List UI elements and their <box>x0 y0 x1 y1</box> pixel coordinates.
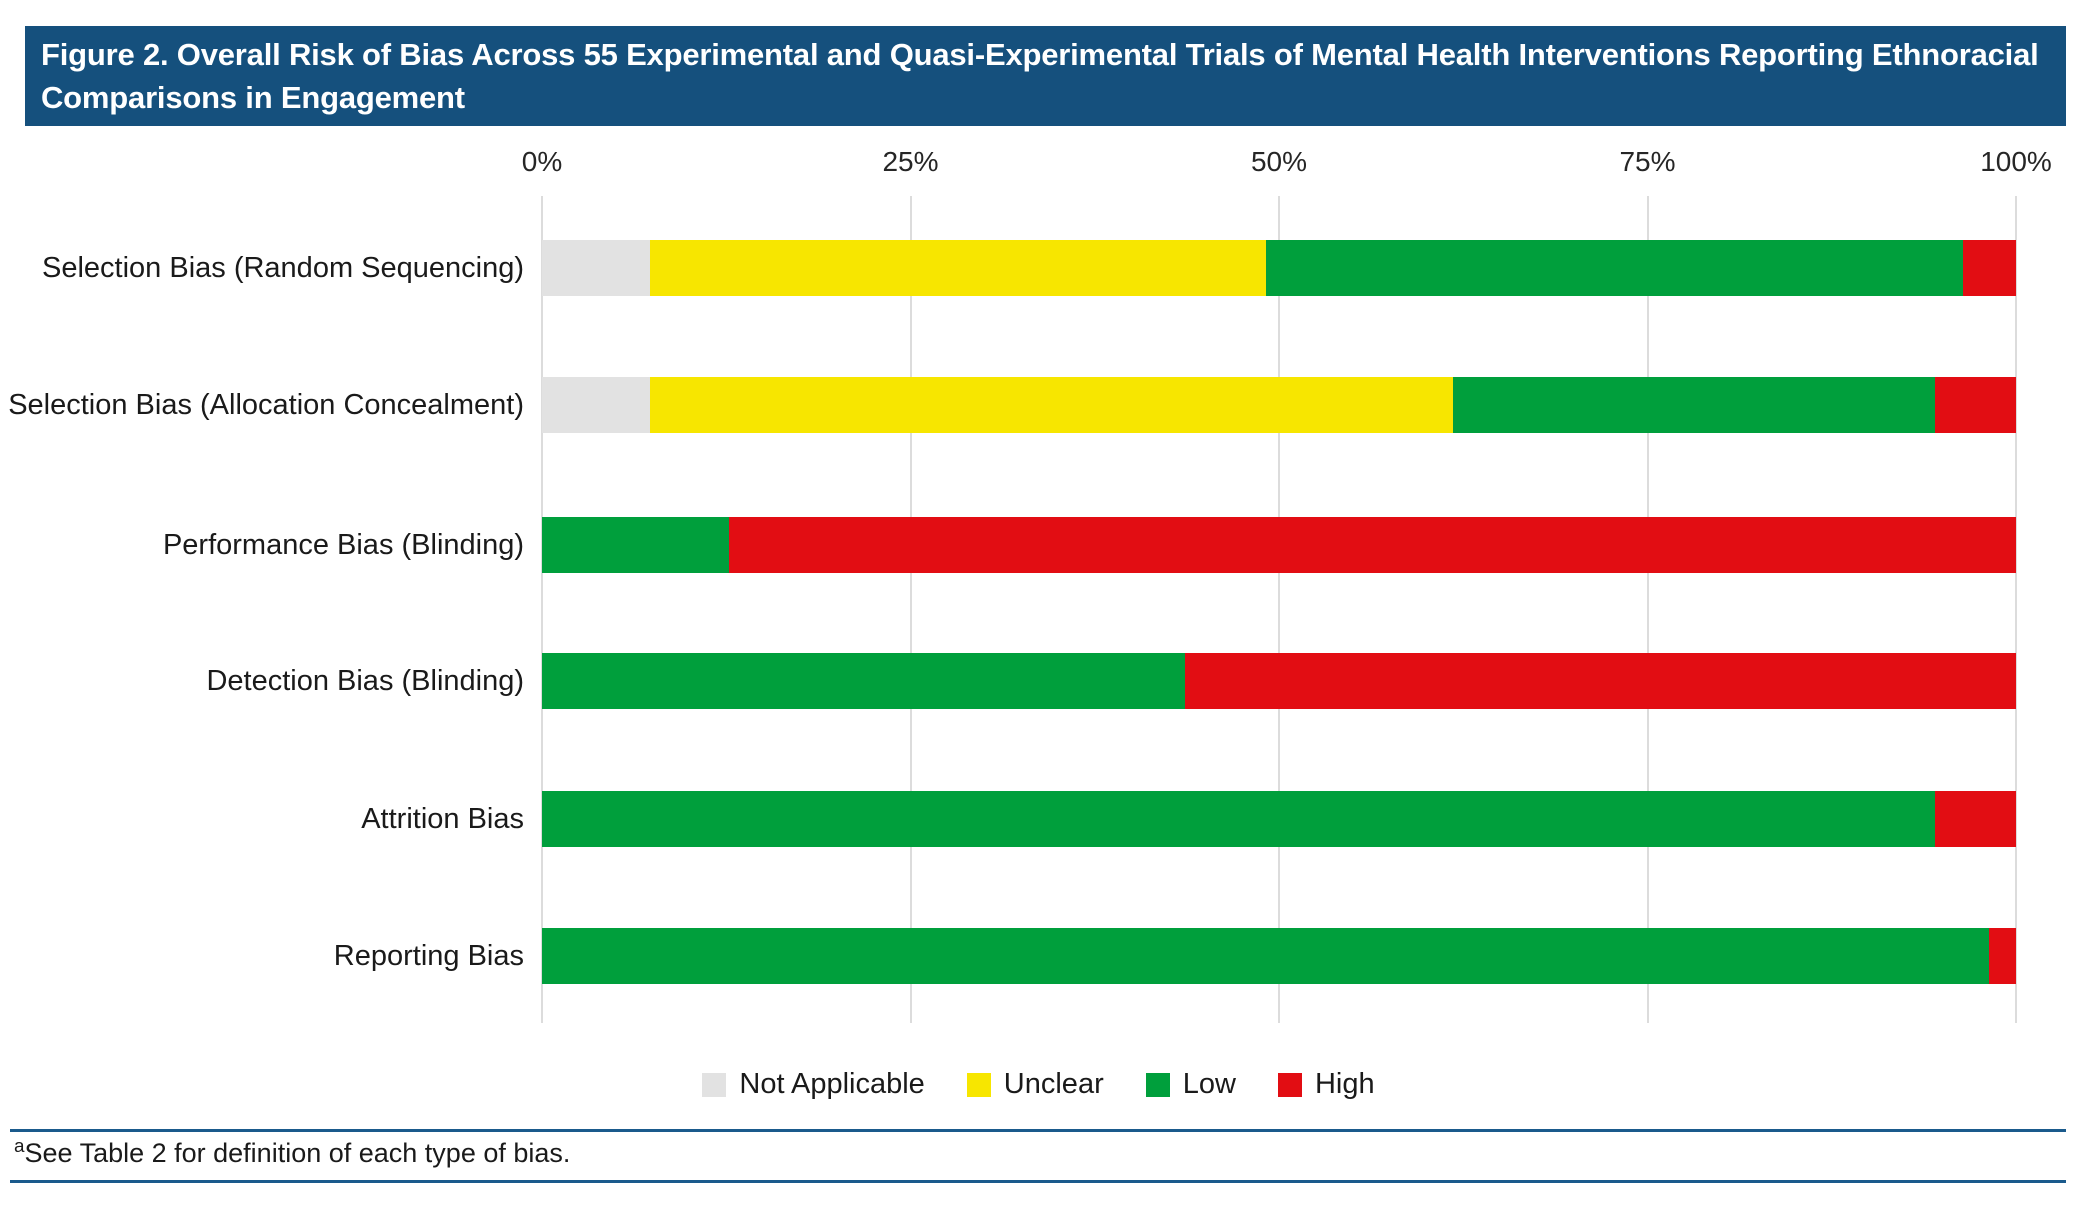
footnote-rule-bottom <box>10 1180 2066 1183</box>
bar-segment-low <box>1452 377 1935 433</box>
bar-row <box>542 377 2016 433</box>
x-tick-label: 0% <box>521 146 563 177</box>
footnote-rule-top <box>10 1129 2066 1132</box>
bar-segment-high <box>1184 653 2016 709</box>
bar-segment-low <box>542 928 1990 984</box>
x-tick-label: 50% <box>1250 146 1308 177</box>
bar-segment-high <box>1989 928 2016 984</box>
legend-swatch-not_applicable <box>702 1072 727 1097</box>
bar-segment-high <box>729 517 2016 573</box>
legend-swatch-low <box>1145 1072 1170 1097</box>
footnote-text: See Table 2 for definition of each type … <box>24 1138 571 1168</box>
legend-label: Not Applicable <box>739 1068 925 1100</box>
x-tick-label: 100% <box>1980 146 2052 177</box>
gridline-0% <box>541 196 543 1023</box>
category-label: Detection Bias (Blinding) <box>206 665 524 697</box>
x-tick-label: 25% <box>882 146 939 177</box>
bar-row <box>542 653 2016 709</box>
gridline-50% <box>1278 196 1280 1023</box>
bar-segment-unclear <box>649 240 1266 296</box>
category-label: Selection Bias (Allocation Concealment) <box>8 389 524 421</box>
gridline-75% <box>1646 196 1649 1023</box>
chart-legend: Not Applicable Unclear Low High <box>0 1068 2077 1101</box>
footnote-superscript: a <box>14 1136 25 1157</box>
legend-label: Unclear <box>1003 1068 1104 1100</box>
legend-item: High <box>1277 1068 1375 1101</box>
legend-item: Unclear <box>966 1068 1104 1101</box>
legend-swatch-high <box>1277 1072 1302 1097</box>
bar-segment-not_applicable <box>542 377 650 433</box>
figure-title-bar: Figure 2. Overall Risk of Bias Across 55… <box>25 26 2066 126</box>
bar-row <box>542 791 2016 847</box>
category-label: Reporting Bias <box>333 940 524 972</box>
bar-row <box>542 928 2016 984</box>
bar-segment-low <box>542 517 730 573</box>
x-tick-label: 75% <box>1619 146 1676 177</box>
category-label: Performance Bias (Blinding) <box>162 529 524 561</box>
bar-segment-low <box>542 653 1185 709</box>
bar-segment-low <box>1265 240 1963 296</box>
bar-row <box>542 240 2016 296</box>
legend-item: Not Applicable <box>702 1068 925 1101</box>
bar-segment-low <box>542 791 1935 847</box>
bar-segment-high <box>1934 791 2016 847</box>
category-label: Attrition Bias <box>361 803 524 835</box>
bar-segment-not_applicable <box>542 240 650 296</box>
bar-segment-high <box>1962 240 2016 296</box>
footnote: aSee Table 2 for definition of each type… <box>14 1136 571 1169</box>
bar-row <box>542 517 2016 573</box>
category-label: Selection Bias (Random Sequencing) <box>42 252 524 284</box>
legend-item: Low <box>1145 1068 1236 1101</box>
legend-swatch-unclear <box>966 1072 991 1097</box>
gridline-100% <box>2015 196 2017 1023</box>
gridline-25% <box>909 196 912 1023</box>
legend-label: High <box>1314 1068 1375 1100</box>
legend-label: Low <box>1182 1068 1236 1100</box>
bar-segment-unclear <box>649 377 1453 433</box>
bar-segment-high <box>1934 377 2016 433</box>
figure-title: Figure 2. Overall Risk of Bias Across 55… <box>41 37 2039 115</box>
